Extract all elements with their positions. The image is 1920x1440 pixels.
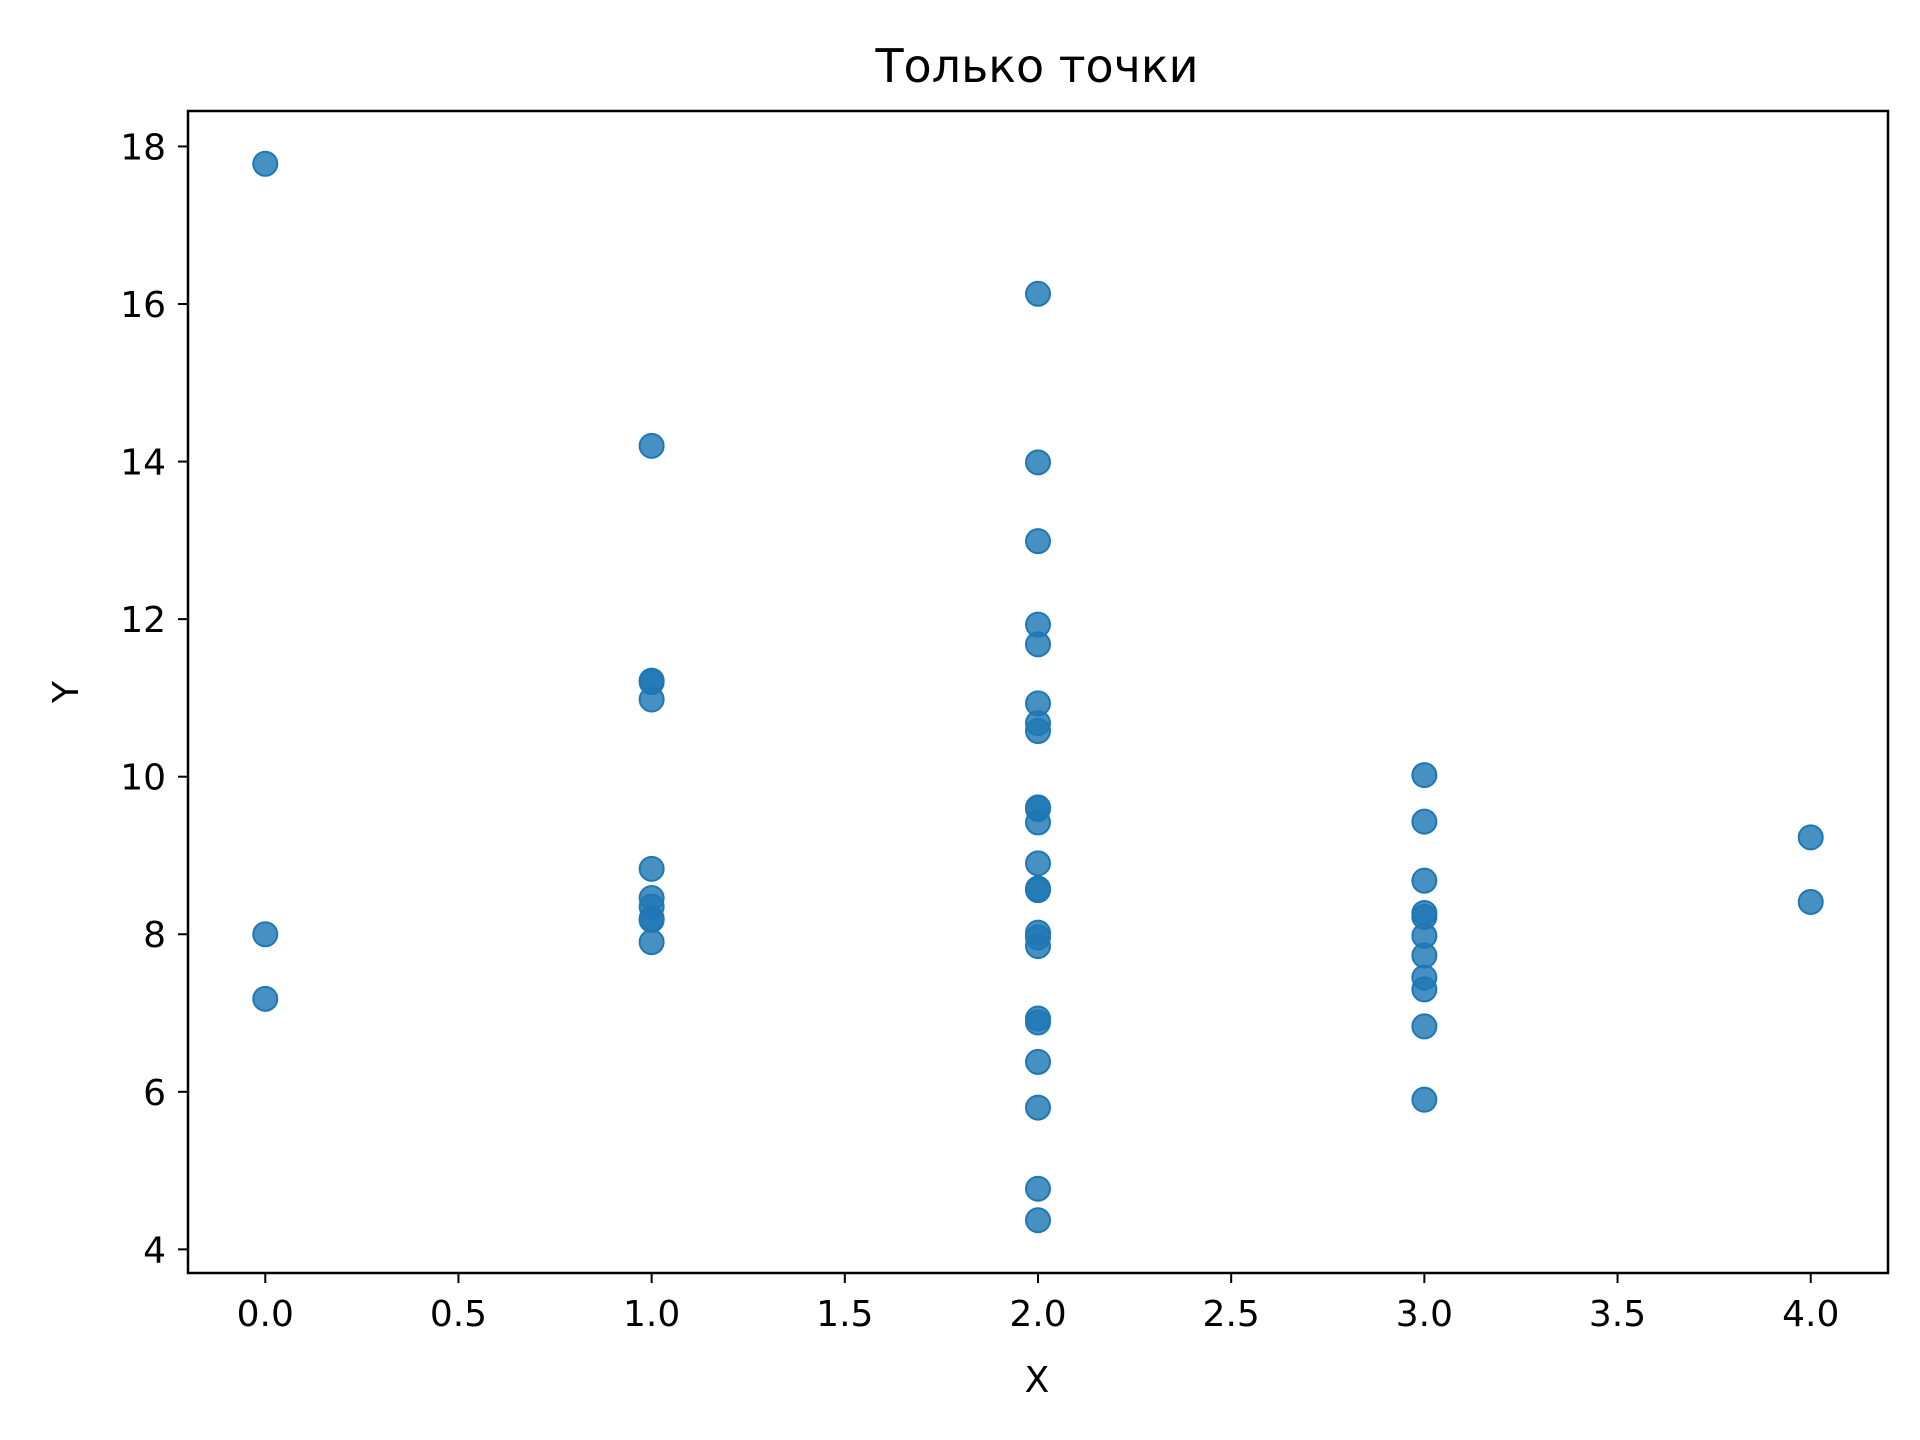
data-point-36 — [1411, 762, 1438, 789]
data-point-20 — [1025, 717, 1051, 744]
x-tick-label: 1.0 — [623, 1294, 680, 1335]
data-point-1 — [252, 921, 279, 948]
data-point-33 — [1025, 1094, 1051, 1121]
y-tick-label: 6 — [143, 1073, 166, 1114]
data-point-13 — [1025, 280, 1051, 307]
data-point-26 — [1025, 877, 1051, 904]
points-layer — [252, 150, 1824, 1234]
x-tick-label: 3.5 — [1589, 1294, 1646, 1335]
data-point-45 — [1411, 1013, 1438, 1040]
ticks-layer: 0.0 0.5 1.0 1.5 2.0 2.5 3.0 3.5 4.0 4 6 8 10 12 14 16 18 — [120, 127, 1839, 1335]
plot-frame — [186, 109, 1890, 1275]
data-point-3 — [638, 432, 665, 459]
data-point-31 — [1025, 1009, 1051, 1036]
y-tick-label: 14 — [120, 443, 166, 484]
data-point-23 — [1025, 809, 1051, 836]
x-tick-label: 0.0 — [237, 1294, 294, 1335]
data-point-48 — [1797, 888, 1824, 915]
y-tick-label: 8 — [143, 915, 166, 956]
data-point-29 — [1025, 933, 1051, 960]
data-point-11 — [638, 907, 665, 934]
x-tick-label: 0.5 — [430, 1294, 487, 1335]
data-point-32 — [1025, 1048, 1051, 1075]
data-point-14 — [1025, 449, 1051, 476]
data-point-34 — [1025, 1175, 1051, 1202]
x-tick-label: 1.5 — [816, 1294, 873, 1335]
data-point-44 — [1411, 976, 1438, 1003]
y-tick-label: 12 — [120, 600, 166, 641]
data-point-42 — [1411, 942, 1438, 969]
data-point-46 — [1411, 1086, 1438, 1113]
x-tick-label: 4.0 — [1782, 1294, 1839, 1335]
x-tick-label: 2.0 — [1009, 1294, 1066, 1335]
x-axis-label: X — [1025, 1360, 1050, 1401]
data-point-37 — [1411, 808, 1438, 835]
data-point-24 — [1025, 850, 1051, 877]
data-point-12 — [638, 929, 665, 956]
data-point-38 — [1411, 867, 1438, 894]
y-axis-label: Y — [46, 680, 87, 704]
data-point-15 — [1025, 528, 1051, 555]
y-tick-label: 4 — [143, 1230, 166, 1271]
y-tick-label: 16 — [120, 285, 166, 326]
data-point-17 — [1025, 631, 1051, 658]
data-point-7 — [638, 855, 665, 882]
data-point-47 — [1797, 824, 1824, 851]
x-tick-label: 3.0 — [1396, 1294, 1453, 1335]
data-point-0 — [252, 150, 279, 177]
data-point-2 — [252, 985, 279, 1012]
data-point-35 — [1025, 1207, 1051, 1234]
chart-title: Только точки — [874, 39, 1198, 93]
y-tick-label: 10 — [120, 758, 166, 799]
x-tick-label: 2.5 — [1203, 1294, 1260, 1335]
data-point-6 — [638, 686, 665, 713]
y-tick-label: 18 — [120, 127, 166, 168]
